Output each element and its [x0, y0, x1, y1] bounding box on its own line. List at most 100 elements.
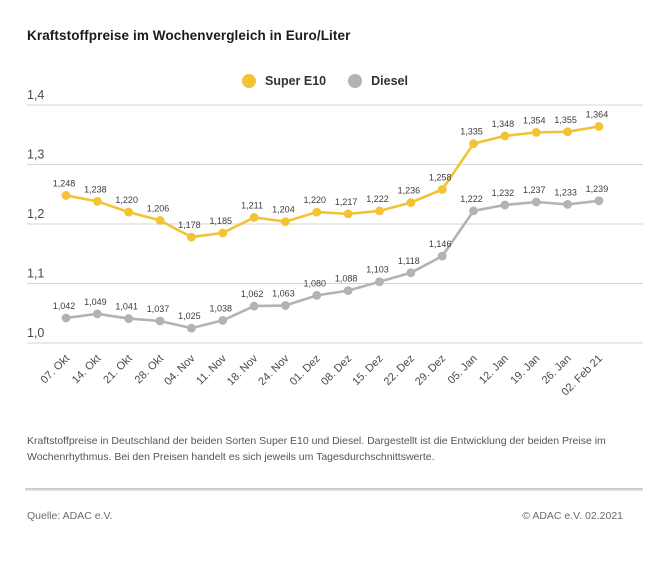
y-tick-label: 1,0: [27, 326, 44, 340]
diesel-swatch-icon: [348, 74, 363, 88]
super-e10-point-label: 1,204: [272, 205, 295, 215]
legend-label-diesel: Diesel: [371, 74, 408, 88]
x-tick-label: 29. Dez: [413, 353, 448, 388]
diesel-point-label: 1,088: [335, 274, 358, 284]
super-e10-point-label: 1,222: [366, 194, 389, 204]
super-e10-point: [92, 196, 102, 206]
super-e10-point: [375, 206, 384, 216]
legend-item-diesel: Diesel: [348, 74, 408, 88]
x-tick-label: 21. Okt: [101, 353, 135, 387]
diesel-point-label: 1,042: [53, 301, 76, 311]
page-title: Kraftstoffpreise im Wochenvergleich in E…: [27, 28, 351, 43]
diesel-point-label: 1,232: [492, 188, 515, 198]
chart-legend: Super E10 Diesel: [0, 74, 650, 88]
super-e10-point: [61, 191, 71, 200]
diesel-point-label: 1,233: [554, 187, 577, 197]
diesel-point-label: 1,237: [523, 185, 546, 195]
x-tick-label: 07. Okt: [39, 353, 73, 387]
super-e10-point-label: 1,258: [429, 172, 452, 182]
diesel-point-label: 1,118: [398, 256, 420, 266]
super-e10-point: [406, 198, 416, 207]
x-tick-label: 05. Jan: [446, 353, 480, 387]
x-tick-label: 28. Okt: [133, 353, 167, 387]
super-e10-point-label: 1,354: [523, 115, 546, 125]
diesel-point: [187, 323, 196, 333]
diesel-point: [218, 315, 228, 325]
diesel-point-label: 1,037: [147, 304, 170, 314]
series-diesel: 1,042 1,049 1,041 1,037 1,025 1,038 1,062 1,063…: [53, 184, 608, 333]
diesel-point: [92, 309, 102, 319]
diesel-point-label: 1,080: [304, 278, 327, 288]
legend-label-super-e10: Super E10: [265, 74, 327, 88]
diesel-point: [469, 206, 478, 216]
diesel-point: [406, 268, 416, 278]
diesel-point: [155, 316, 165, 326]
x-tick-label: 15. Dez: [350, 353, 385, 388]
diesel-point-label: 1,146: [429, 239, 452, 249]
footer-divider: [25, 488, 643, 491]
diesel-point: [343, 286, 353, 296]
copyright-text: © ADAC e.V. 02.2021: [522, 510, 623, 522]
x-tick-label: 14. Okt: [70, 353, 104, 387]
diesel-line: [64, 199, 601, 330]
series-super-e10: 1,248 1,238 1,220 1,206 1,178 1,185 1,211 1,204…: [53, 109, 609, 242]
super-e10-point-label: 1,185: [209, 216, 232, 226]
x-tick-label: 04. Nov: [162, 352, 198, 388]
super-e10-point: [437, 185, 447, 194]
diesel-point: [249, 301, 259, 311]
x-tick-label: 12. Jan: [477, 353, 511, 387]
diesel-point-label: 1,239: [586, 184, 609, 194]
y-tick-label: 1,3: [27, 148, 44, 162]
diesel-point-label: 1,222: [460, 194, 483, 204]
super-e10-point-label: 1,236: [398, 186, 421, 196]
super-e10-point-label: 1,220: [304, 195, 327, 205]
diesel-point: [531, 197, 541, 207]
super-e10-point: [312, 207, 322, 217]
super-e10-swatch-icon: [242, 74, 256, 88]
super-e10-point-label: 1,206: [147, 203, 170, 213]
y-tick-label: 1,1: [27, 267, 44, 281]
super-e10-point-label: 1,220: [115, 195, 138, 205]
x-tick-label: 19. Jan: [508, 353, 542, 387]
super-e10-point-label: 1,355: [554, 115, 577, 125]
super-e10-point-label: 1,348: [492, 119, 515, 129]
super-e10-point: [469, 139, 478, 149]
super-e10-point: [500, 131, 510, 141]
super-e10-point: [124, 207, 134, 217]
x-tick-label: 08. Dez: [319, 353, 354, 388]
super-e10-point: [563, 127, 572, 137]
diesel-point-label: 1,025: [178, 311, 201, 321]
super-e10-point-label: 1,364: [586, 109, 609, 119]
super-e10-point-label: 1,217: [335, 197, 358, 207]
x-tick-label: 01. Dez: [288, 353, 323, 388]
diesel-point: [500, 200, 510, 210]
x-tick-label: 22. Dez: [382, 353, 417, 388]
diesel-point: [594, 196, 604, 206]
diesel-point-label: 1,041: [115, 302, 138, 312]
diesel-point-label: 1,049: [84, 297, 107, 307]
diesel-point: [124, 314, 134, 324]
y-tick-label: 1,2: [27, 207, 44, 221]
diesel-point: [61, 313, 71, 323]
chart-caption: Kraftstoffpreise in Deutschland der beid…: [27, 435, 606, 463]
diesel-point: [281, 301, 290, 310]
y-tick-label: 1,4: [27, 88, 44, 102]
x-tick-label: 18. Nov: [225, 352, 261, 388]
super-e10-point: [594, 122, 604, 131]
super-e10-point-label: 1,211: [241, 200, 263, 210]
source-text: Quelle: ADAC e.V.: [27, 510, 113, 522]
super-e10-point: [187, 232, 196, 242]
super-e10-line: [64, 125, 601, 239]
y-grid: 1,0 1,1 1,2 1,3 1,4: [27, 88, 643, 344]
diesel-point-label: 1,103: [366, 265, 389, 275]
super-e10-point: [281, 217, 290, 227]
diesel-point: [563, 199, 572, 209]
legend-item-super-e10: Super E10: [242, 74, 326, 88]
footer: Quelle: ADAC e.V. © ADAC e.V. 02.2021: [27, 510, 623, 522]
super-e10-point: [155, 216, 165, 225]
diesel-point: [375, 277, 384, 287]
super-e10-point-label: 1,238: [84, 184, 107, 194]
